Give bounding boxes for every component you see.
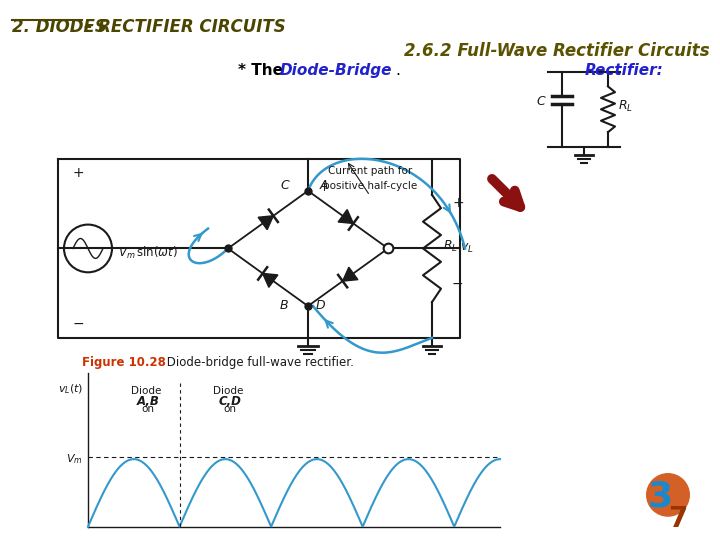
Text: on: on	[223, 404, 236, 415]
Text: C: C	[280, 179, 289, 192]
Text: Diode-Bridge: Diode-Bridge	[280, 63, 392, 78]
Text: – RECTIFIER CIRCUITS: – RECTIFIER CIRCUITS	[84, 18, 286, 36]
Text: A: A	[320, 179, 328, 192]
Text: $V_m$: $V_m$	[66, 452, 83, 466]
Text: C: C	[536, 95, 545, 108]
Text: $R_L$: $R_L$	[443, 239, 458, 254]
Text: C,D: C,D	[219, 395, 241, 408]
Text: on: on	[142, 404, 155, 415]
Text: B: B	[280, 299, 289, 312]
Text: Diode: Diode	[213, 386, 247, 396]
Text: D: D	[316, 299, 325, 312]
Text: +: +	[73, 166, 85, 180]
Polygon shape	[258, 216, 274, 229]
Polygon shape	[338, 210, 354, 224]
Text: Diode: Diode	[131, 386, 165, 396]
Text: $R_L$: $R_L$	[618, 99, 633, 114]
Text: * The: * The	[238, 63, 288, 78]
Text: −: −	[452, 277, 464, 291]
Polygon shape	[263, 273, 278, 287]
Circle shape	[646, 473, 690, 517]
Polygon shape	[343, 267, 358, 281]
Text: 7: 7	[668, 505, 688, 533]
Text: $v_L(t)$: $v_L(t)$	[58, 383, 83, 396]
Text: 2. DIODES: 2. DIODES	[12, 18, 107, 36]
Text: 2.6.2 Full-Wave Rectifier Circuits: 2.6.2 Full-Wave Rectifier Circuits	[405, 42, 710, 60]
Text: Current path for: Current path for	[328, 166, 412, 176]
Text: Figure 10.28: Figure 10.28	[82, 356, 166, 369]
Text: $v_L$: $v_L$	[460, 241, 474, 254]
Text: .: .	[395, 63, 400, 78]
Text: Rectifier:: Rectifier:	[585, 63, 664, 78]
Text: $V_m\,\sin(\omega t)$: $V_m\,\sin(\omega t)$	[118, 245, 178, 261]
Text: positive half-cycle: positive half-cycle	[323, 181, 417, 191]
Text: +: +	[452, 195, 464, 210]
Text: Diode-bridge full-wave rectifier.: Diode-bridge full-wave rectifier.	[163, 356, 354, 369]
Text: 3: 3	[647, 480, 672, 514]
Text: −: −	[73, 317, 85, 331]
Text: A,B: A,B	[137, 395, 159, 408]
